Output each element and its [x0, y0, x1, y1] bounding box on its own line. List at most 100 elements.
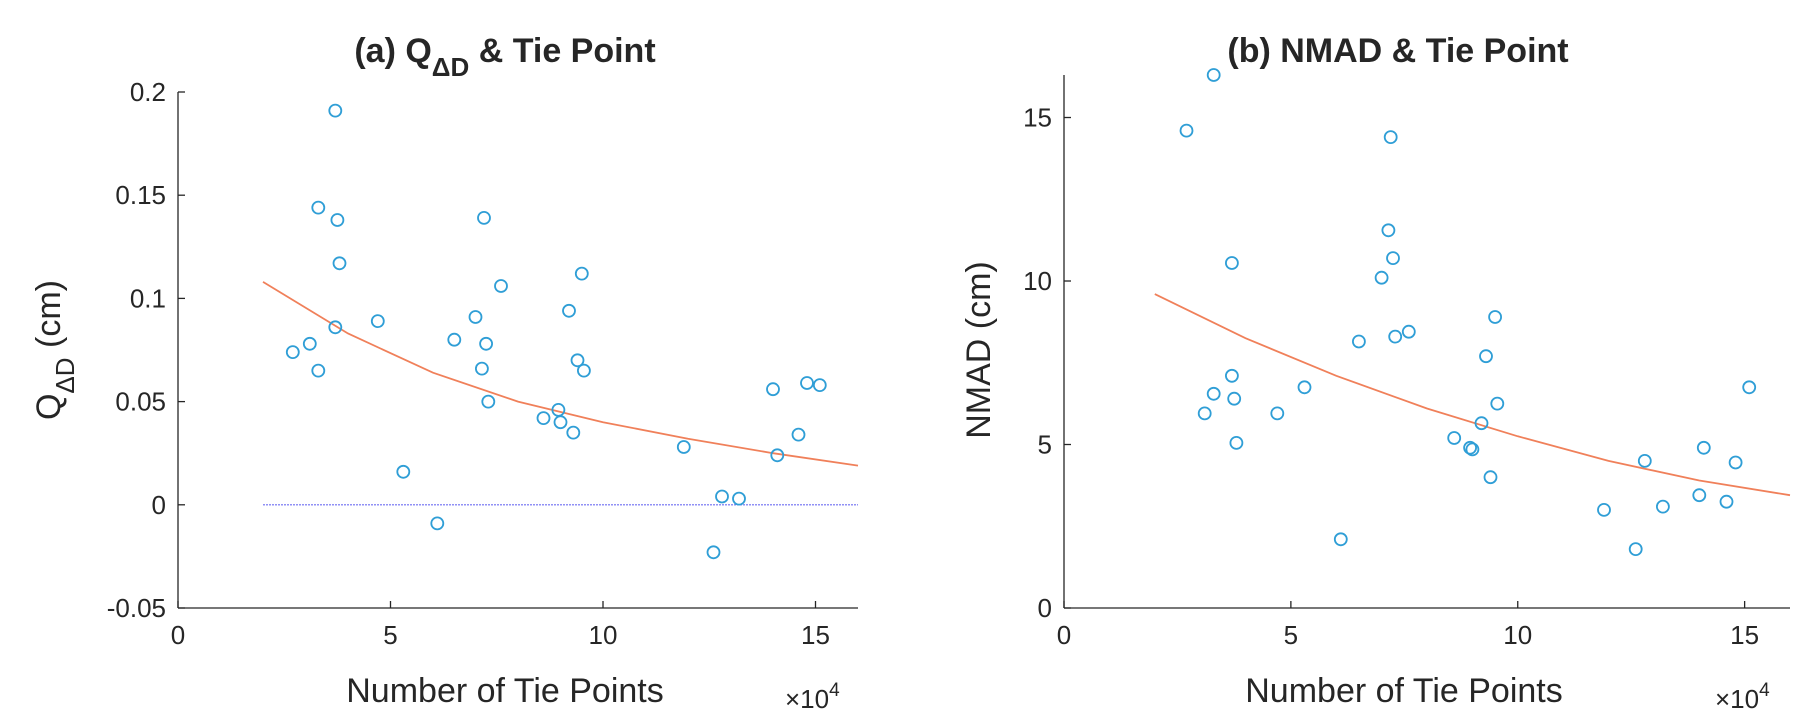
chart-a-data-point: [732, 491, 746, 506]
chart-b-data-point: [1179, 123, 1194, 138]
chart-a-data-point: [706, 545, 721, 560]
chart-a-x-tick-label: 10: [589, 620, 618, 650]
chart-b-data-point: [1483, 470, 1498, 485]
chart-b-data-point: [1388, 329, 1403, 344]
chart-a-y-tick-label: 0.1: [130, 283, 166, 313]
chart-a-data-point: [302, 336, 317, 351]
chart-a-points: [285, 103, 827, 560]
chart-a-fit-line: [262, 281, 859, 467]
chart-b-data-point: [1197, 406, 1212, 421]
chart-b-data-point: [1225, 368, 1239, 383]
chart-a-y-tick-label: 0.2: [130, 77, 166, 107]
chart-b-data-point: [1386, 251, 1400, 266]
chart-b-data-point: [1628, 542, 1643, 556]
chart-a-data-point: [447, 332, 462, 347]
chart-b-points: [1179, 68, 1757, 556]
chart-panel-a: (a) QΔD & Tie Point 0 5 10 15 -0.0500.050.1…: [30, 32, 859, 714]
chart-b-data-point: [1352, 334, 1366, 349]
chart-b-data-point: [1488, 310, 1502, 324]
chart-a-data-point: [553, 415, 568, 430]
chart-a-data-point: [574, 266, 589, 281]
chart-b-data-point: [1270, 406, 1285, 421]
chart-a-data-point: [577, 363, 591, 378]
chart-a-data-point: [479, 336, 494, 351]
chart-b-x-tick-label: 15: [1730, 620, 1759, 650]
chart-a-y-tick-label: 0.05: [115, 387, 166, 417]
chart-a-data-point: [536, 411, 551, 426]
chart-b-data-point: [1692, 488, 1707, 503]
chart-b-title: (b) NMAD & Tie Point: [1227, 32, 1568, 70]
chart-a-data-point: [474, 361, 489, 376]
chart-b-data-point: [1374, 270, 1389, 285]
chart-b-data-point: [1656, 499, 1670, 514]
chart-a-data-point: [812, 378, 827, 393]
chart-b-data-point: [1597, 502, 1611, 517]
chart-b-x-tick-label: 5: [1284, 620, 1298, 650]
chart-b-x-label: Number of Tie Points: [1245, 672, 1562, 710]
chart-a-lines: [262, 281, 859, 506]
chart-b-y-ticks: 0 5 10 15: [1023, 103, 1071, 623]
chart-b-data-point: [1225, 256, 1239, 270]
chart-b-data-point: [1447, 431, 1462, 445]
chart-b-data-point: [1229, 435, 1244, 450]
chart-a-data-point: [328, 103, 343, 118]
chart-a-data-point: [430, 516, 445, 531]
chart-b-axes: [1063, 75, 1790, 609]
chart-a-data-point: [770, 448, 785, 463]
chart-b-y-label: NMAD (cm): [960, 261, 998, 439]
chart-b-data-point: [1333, 532, 1348, 547]
chart-a-x-tick-label: 5: [383, 620, 397, 650]
chart-a-y-label: QΔD (cm): [30, 280, 80, 420]
chart-b-y-tick-label: 0: [1038, 593, 1052, 623]
chart-b-data-point: [1206, 386, 1221, 401]
chart-b-data-point: [1479, 349, 1493, 364]
chart-a-data-point: [328, 320, 343, 335]
chart-a-data-point: [330, 213, 345, 227]
chart-b-data-point: [1381, 223, 1396, 238]
chart-a-y-ticks: -0.05 0 0.05 0.1 0.15 0.2: [107, 77, 185, 623]
chart-a-data-point: [311, 200, 326, 215]
chart-b-y-tick-label: 10: [1023, 266, 1052, 296]
chart-b-data-point: [1401, 324, 1416, 339]
chart-a-x-label: Number of Tie Points: [346, 672, 663, 710]
chart-a-data-point: [332, 256, 347, 271]
chart-b-x-ticks: 0 5 10 15: [1057, 601, 1759, 650]
chart-b-data-point: [1297, 380, 1312, 395]
chart-a-data-point: [477, 210, 491, 225]
chart-b-x-tick-label: 0: [1057, 620, 1071, 650]
chart-a-y-tick-label: -0.05: [107, 593, 166, 623]
chart-a-y-tick-label: 0: [152, 490, 166, 520]
chart-a-data-point: [468, 310, 483, 324]
chart-a-data-point: [566, 425, 581, 440]
chart-a-data-point: [570, 353, 585, 368]
chart-a-data-point: [676, 440, 691, 454]
chart-a-x-tick-label: 15: [801, 620, 830, 650]
chart-a-x-ticks: 0 5 10 15: [171, 601, 830, 650]
chart-b-data-point: [1465, 442, 1480, 457]
chart-a-data-point: [715, 489, 729, 504]
chart-a-data-point: [370, 314, 385, 329]
chart-b-data-point: [1383, 130, 1398, 145]
chart-a-data-point: [791, 427, 806, 442]
chart-b-data-point: [1742, 380, 1757, 395]
chart-a-data-point: [766, 382, 780, 397]
chart-a-axes: [177, 92, 858, 609]
chart-b-data-point: [1637, 453, 1652, 468]
chart-a-data-point: [285, 345, 300, 360]
chart-b-data-point: [1206, 68, 1221, 82]
chart-a-data-point: [481, 394, 496, 409]
chart-b-x-exponent: ×104: [1715, 680, 1770, 714]
chart-a-data-point: [396, 464, 411, 479]
chart-b-data-point: [1474, 416, 1489, 431]
chart-a-data-point: [494, 279, 508, 293]
chart-a-data-point: [562, 303, 576, 318]
chart-b-data-point: [1227, 391, 1242, 406]
chart-b-data-point: [1490, 396, 1505, 411]
chart-b-data-point: [1719, 494, 1734, 509]
chart-b-data-point: [1463, 440, 1477, 455]
chart-b-data-point: [1728, 455, 1743, 470]
chart-a-data-point: [800, 376, 814, 390]
chart-panel-b: (b) NMAD & Tie Point 0 5 10 15 0 5 10 15 Numbe…: [960, 32, 1791, 714]
